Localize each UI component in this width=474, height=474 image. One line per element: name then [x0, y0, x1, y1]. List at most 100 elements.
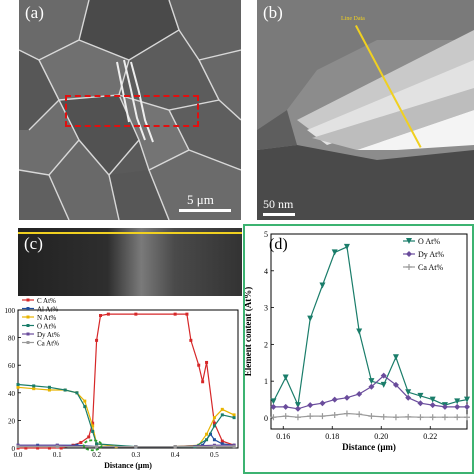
chart-c-data-point — [189, 338, 193, 342]
chart-c-data-point — [220, 439, 224, 443]
chart-c-data-point — [173, 312, 177, 316]
chart-c-legend-marker — [26, 298, 30, 302]
panel-d-label: (d) — [269, 236, 288, 253]
chart-d-x-axis-label: Distance (μm) — [342, 442, 396, 452]
panel-c: (c) 0 20 40 60 80 100 0.0 0.1 0.2 0.3 0.4 0.5 Distan… — [0, 228, 242, 474]
panel-a-label: (a) — [25, 3, 44, 22]
chart-d-legend-marker — [406, 251, 412, 257]
chart-d-data-point — [307, 413, 314, 420]
chart-c-data-point — [16, 383, 20, 387]
chart-d-data-point — [405, 413, 412, 420]
chart-c-data-point — [24, 446, 28, 450]
chart-d-data-point — [356, 328, 363, 335]
chart-d-data-point — [294, 405, 301, 412]
chart-c-series-line-3 — [17, 383, 235, 448]
chart-d-data-point — [429, 396, 436, 403]
chart-c-data-point — [95, 442, 99, 446]
chart-d-y-tick-label: 3 — [264, 304, 268, 313]
chart-d-data-point — [319, 400, 326, 407]
chart-c-x-tick-label: 0.0 — [14, 451, 23, 459]
chart-d-data-point — [454, 398, 461, 405]
tem-texture — [257, 0, 474, 220]
chart-d-y-tick-label: 5 — [264, 230, 268, 239]
chart-d-data-point — [405, 389, 412, 396]
chart-c-data-point — [55, 445, 59, 449]
chart-d: 0 1 2 3 4 5 0.16 0.18 0.20 0.22 Distance (μm) Eleme… — [245, 230, 470, 452]
chart-d-data-point — [270, 403, 277, 410]
panel-c-line-scan-indicator — [18, 232, 242, 234]
chart-c-data-point — [47, 388, 51, 392]
chart-c-data-point — [63, 388, 67, 392]
line-scan-label: Line Data — [341, 16, 365, 22]
chart-d-y-tick-label: 4 — [264, 267, 268, 276]
chart-d-data-point — [380, 413, 387, 420]
chart-c-data-point — [134, 445, 138, 449]
chart-c-data-point — [83, 405, 87, 409]
chart-c-data-point — [32, 387, 36, 391]
chart-d-data-point — [380, 381, 387, 388]
chart-c-legend-entry: O At% — [37, 323, 56, 331]
scale-bar-b-label: 50 nm — [263, 197, 294, 211]
chart-d-data-point — [331, 249, 338, 256]
chart-d-data-point — [429, 402, 436, 409]
chart-d-data-point — [441, 403, 448, 410]
chart-d-data-point — [356, 411, 363, 418]
chart-d-data-point — [319, 282, 326, 289]
chart-c-y-tick-label: 60 — [8, 362, 16, 370]
chart-d-data-point — [454, 414, 461, 421]
chart-c-x-axis-label: Distance (μm) — [104, 461, 152, 470]
chart-c-legend-entry: Al At% — [37, 306, 58, 314]
chart-c-data-point — [220, 413, 224, 417]
chart-c-legend-marker — [26, 315, 30, 319]
panel-a-sem-image: (a) 5 μm — [19, 0, 241, 220]
chart-c-data-point — [95, 445, 99, 449]
chart-c-legend-entry: Ca At% — [37, 340, 59, 348]
chart-c-highlight-ellipse — [82, 439, 103, 452]
chart-c-data-point — [232, 416, 236, 420]
chart-c-data-point — [212, 421, 216, 425]
chart-d-data-point — [380, 372, 387, 379]
chart-c-data-point — [201, 380, 205, 384]
chart-d-data-point — [368, 383, 375, 390]
chart-d-x-tick-label: 0.20 — [374, 432, 388, 441]
chart-c-legend-entry: Dy At% — [37, 331, 60, 339]
chart-c-data-point — [209, 432, 212, 436]
chart-d-data-point — [392, 414, 399, 421]
chart-c-data-point — [83, 399, 87, 403]
scale-bar-a — [179, 209, 231, 212]
chart-d-data-point — [343, 243, 350, 250]
chart-c-x-tick-label: 0.4 — [171, 451, 180, 459]
chart-d-data-point — [282, 374, 289, 381]
chart-d-data-point — [392, 354, 399, 361]
chart-c-legend-marker — [26, 332, 30, 336]
chart-c-data-point — [87, 435, 91, 439]
chart-d-data-point — [343, 410, 350, 417]
chart-d-data-point — [392, 381, 399, 388]
chart-d-data-point — [405, 394, 412, 401]
chart-d-data-point — [356, 391, 363, 398]
chart-c-legend-marker — [26, 307, 30, 310]
chart-d-y-axis-label: Element content (At%) — [245, 287, 253, 376]
chart-d-legend-entry: Dy At% — [418, 250, 444, 259]
chart-c-data-point — [205, 360, 209, 364]
chart-c-legend-entry: C At% — [37, 297, 56, 305]
chart-d-data-point — [417, 392, 424, 399]
chart-d-legend-marker — [406, 264, 412, 270]
chart-c-y-tick-label: 0 — [12, 445, 16, 453]
chart-d-x-tick-label: 0.18 — [325, 432, 339, 441]
chart-c-data-point — [106, 312, 110, 316]
chart-d-y-tick-label: 2 — [264, 340, 268, 349]
chart-c-data-point — [212, 424, 216, 428]
chart-c-data-point — [212, 438, 216, 442]
chart-d-data-point — [282, 403, 289, 410]
chart-c-data-point — [95, 338, 99, 342]
chart-c-y-tick-label: 20 — [8, 417, 16, 425]
chart-d-y-tick-label: 1 — [264, 377, 268, 386]
chart-c-y-tick-label: 100 — [5, 307, 16, 315]
chart-c-data-point — [205, 432, 209, 436]
chart-c-data-point — [47, 385, 51, 389]
chart-c-data-point — [16, 385, 20, 389]
chart-d-legend-marker — [406, 238, 412, 244]
chart-c-data-point — [91, 421, 95, 425]
chart-c-series-line-0 — [18, 313, 235, 449]
